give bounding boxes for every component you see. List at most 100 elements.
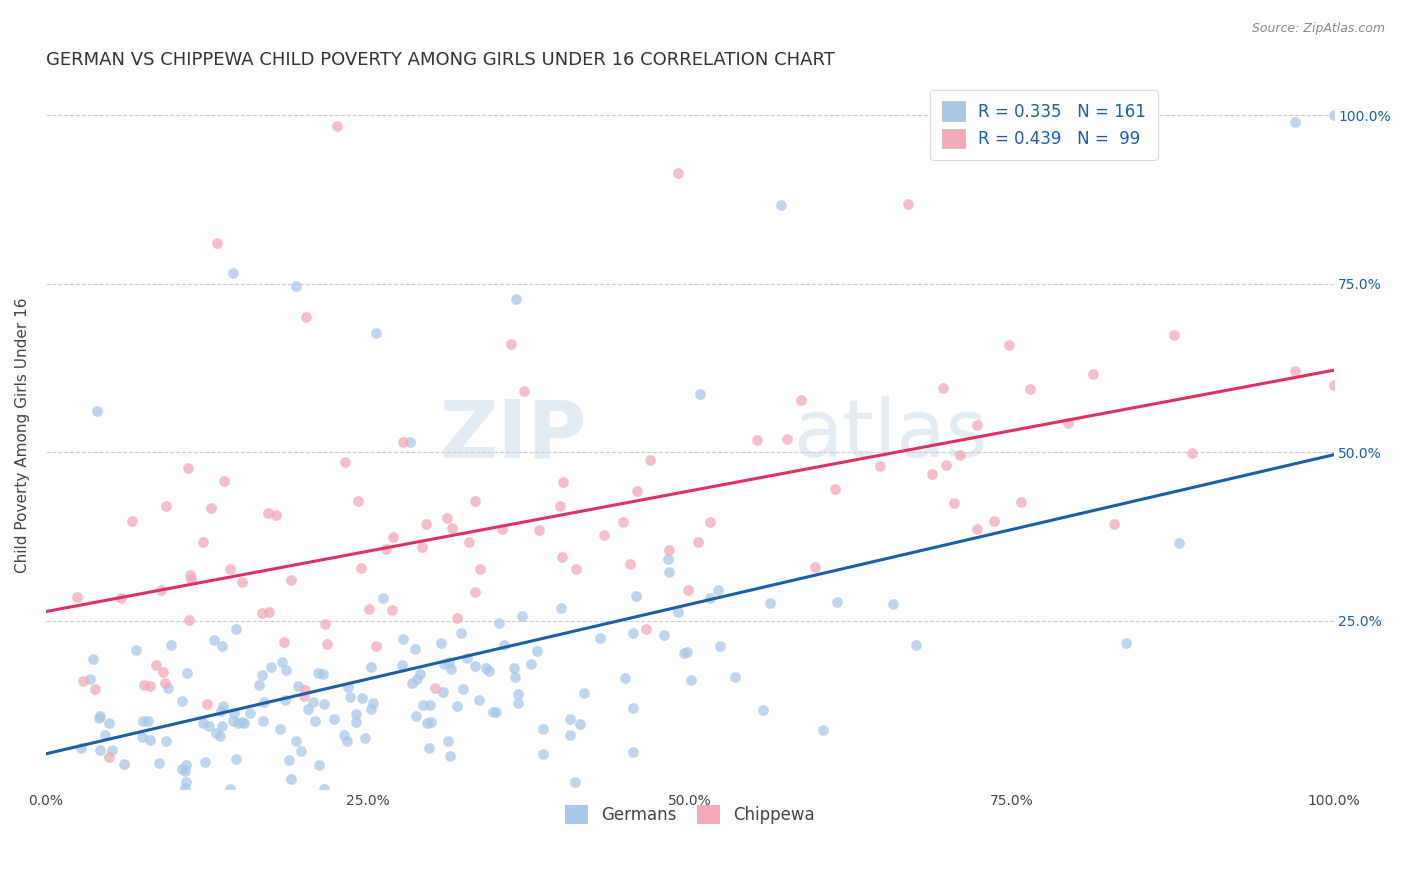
Point <box>464 659 486 673</box>
Point <box>485 706 508 720</box>
Point <box>152 665 174 680</box>
Point <box>87 711 110 725</box>
Point <box>652 628 675 642</box>
Point <box>634 622 657 636</box>
Point <box>252 714 274 728</box>
Point <box>307 665 329 680</box>
Point <box>125 643 148 657</box>
Point <box>72 674 94 689</box>
Point <box>149 583 172 598</box>
Point <box>621 745 644 759</box>
Point <box>174 780 197 795</box>
Point <box>177 461 200 475</box>
Point <box>191 535 214 549</box>
Point <box>405 709 427 723</box>
Point <box>827 595 849 609</box>
Point <box>280 772 302 786</box>
Point <box>1057 416 1080 430</box>
Point <box>339 690 361 705</box>
Point <box>86 404 108 418</box>
Point <box>226 716 249 731</box>
Point <box>505 292 527 306</box>
Point <box>453 682 475 697</box>
Point <box>139 679 162 693</box>
Point <box>943 496 966 510</box>
Point <box>433 657 456 672</box>
Point <box>558 712 581 726</box>
Point <box>193 716 215 731</box>
Point <box>1322 377 1344 392</box>
Point <box>551 549 574 564</box>
Point <box>520 657 543 672</box>
Point <box>550 601 572 615</box>
Point <box>405 672 427 686</box>
Y-axis label: Child Poverty Among Girls Under 16: Child Poverty Among Girls Under 16 <box>15 298 30 573</box>
Point <box>1181 446 1204 460</box>
Point <box>225 752 247 766</box>
Point <box>412 698 434 713</box>
Point <box>205 236 228 251</box>
Point <box>218 781 240 796</box>
Point <box>302 695 325 709</box>
Point <box>1163 328 1185 343</box>
Point <box>271 656 294 670</box>
Point <box>110 591 132 606</box>
Point <box>446 698 468 713</box>
Point <box>475 661 498 675</box>
Point <box>292 690 315 704</box>
Point <box>285 734 308 748</box>
Point <box>688 535 710 549</box>
Point <box>699 591 721 605</box>
Point <box>82 652 104 666</box>
Point <box>423 681 446 696</box>
Point <box>491 522 513 536</box>
Point <box>225 623 247 637</box>
Point <box>1115 636 1137 650</box>
Point <box>174 775 197 789</box>
Text: ZIP: ZIP <box>440 396 586 475</box>
Point <box>666 605 689 619</box>
Point <box>512 609 534 624</box>
Point <box>488 615 510 630</box>
Point <box>529 523 551 537</box>
Point <box>209 704 232 718</box>
Point <box>638 453 661 467</box>
Point <box>432 684 454 698</box>
Point <box>882 597 904 611</box>
Point <box>180 572 202 586</box>
Point <box>593 527 616 541</box>
Point <box>558 728 581 742</box>
Point <box>170 762 193 776</box>
Point <box>284 278 307 293</box>
Point <box>503 670 526 684</box>
Point <box>290 744 312 758</box>
Point <box>179 568 201 582</box>
Point <box>446 611 468 625</box>
Point <box>259 605 281 619</box>
Point <box>155 675 177 690</box>
Point <box>415 517 437 532</box>
Point <box>935 458 957 473</box>
Point <box>371 591 394 605</box>
Point <box>314 697 336 711</box>
Point <box>391 434 413 449</box>
Point <box>132 677 155 691</box>
Point <box>360 702 382 716</box>
Point <box>949 448 972 462</box>
Point <box>344 706 367 721</box>
Point <box>439 656 461 670</box>
Point <box>759 596 782 610</box>
Point <box>464 584 486 599</box>
Point <box>499 336 522 351</box>
Point <box>681 673 703 687</box>
Point <box>173 764 195 778</box>
Point <box>709 639 731 653</box>
Point <box>222 267 245 281</box>
Point <box>699 515 721 529</box>
Point <box>391 657 413 672</box>
Point <box>294 683 316 698</box>
Point <box>673 646 696 660</box>
Point <box>621 625 644 640</box>
Point <box>824 482 846 496</box>
Point <box>565 562 588 576</box>
